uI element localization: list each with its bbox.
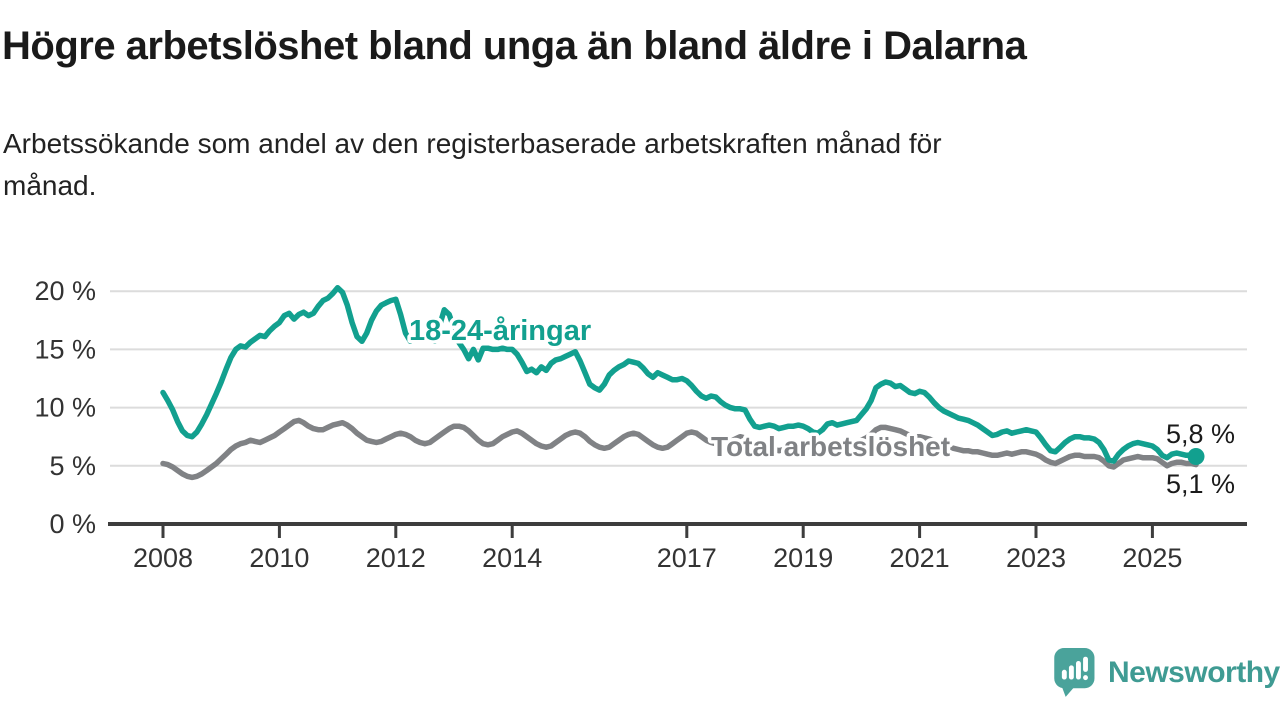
logo-exclamation-dot bbox=[1083, 675, 1088, 681]
x-axis-label: 2012 bbox=[366, 543, 426, 573]
y-axis-label: 15 % bbox=[34, 334, 96, 364]
x-axis-label: 2008 bbox=[133, 543, 193, 573]
y-axis-label: 5 % bbox=[49, 451, 96, 481]
x-axis-label: 2017 bbox=[657, 543, 717, 573]
x-axis-label: 2021 bbox=[890, 543, 950, 573]
series-label-total: Total arbetslöshet bbox=[711, 431, 950, 462]
end-value-label-total: 5,1 % bbox=[1166, 469, 1235, 499]
end-value-label-young: 5,8 % bbox=[1166, 419, 1235, 449]
x-axis-label: 2010 bbox=[249, 543, 309, 573]
series-label-young: 18-24-åringar bbox=[409, 315, 591, 347]
line-total bbox=[160, 417, 1199, 481]
x-axis-label: 2023 bbox=[1006, 543, 1066, 573]
x-axis-label: 2025 bbox=[1122, 543, 1182, 573]
brand-name: Newsworthy bbox=[1108, 656, 1280, 689]
gridlines bbox=[110, 290, 1247, 467]
axis-labels: 0 % 5 % 10 % 15 % 20 % 2008 2010 2012 2014 2017 20… bbox=[34, 276, 1182, 573]
logo-bar-2 bbox=[1068, 665, 1074, 680]
x-axis-label: 2019 bbox=[773, 543, 833, 573]
logo-exclamation-bar bbox=[1083, 656, 1088, 672]
newsworthy-logo-icon bbox=[1054, 648, 1095, 697]
x-axis bbox=[108, 522, 1247, 538]
logo-bubble bbox=[1054, 648, 1095, 689]
data-lines bbox=[160, 284, 1205, 481]
series-end-dot bbox=[1187, 448, 1205, 465]
brand-logo: Newsworthy bbox=[1054, 648, 1280, 698]
page-title: Högre arbetslöshet bland unga än bland ä… bbox=[2, 24, 1027, 68]
line-young bbox=[160, 284, 1199, 464]
logo-bar-1 bbox=[1061, 669, 1067, 680]
y-axis-label: 0 % bbox=[49, 509, 96, 539]
x-axis-label: 2014 bbox=[482, 543, 542, 573]
subtitle-line-1: Arbetssökande som andel av den registerb… bbox=[3, 128, 942, 159]
y-axis-label: 20 % bbox=[34, 276, 96, 306]
y-axis-label: 10 % bbox=[34, 393, 96, 423]
subtitle-line-2: månad. bbox=[3, 170, 97, 201]
logo-bar-3 bbox=[1076, 661, 1081, 680]
